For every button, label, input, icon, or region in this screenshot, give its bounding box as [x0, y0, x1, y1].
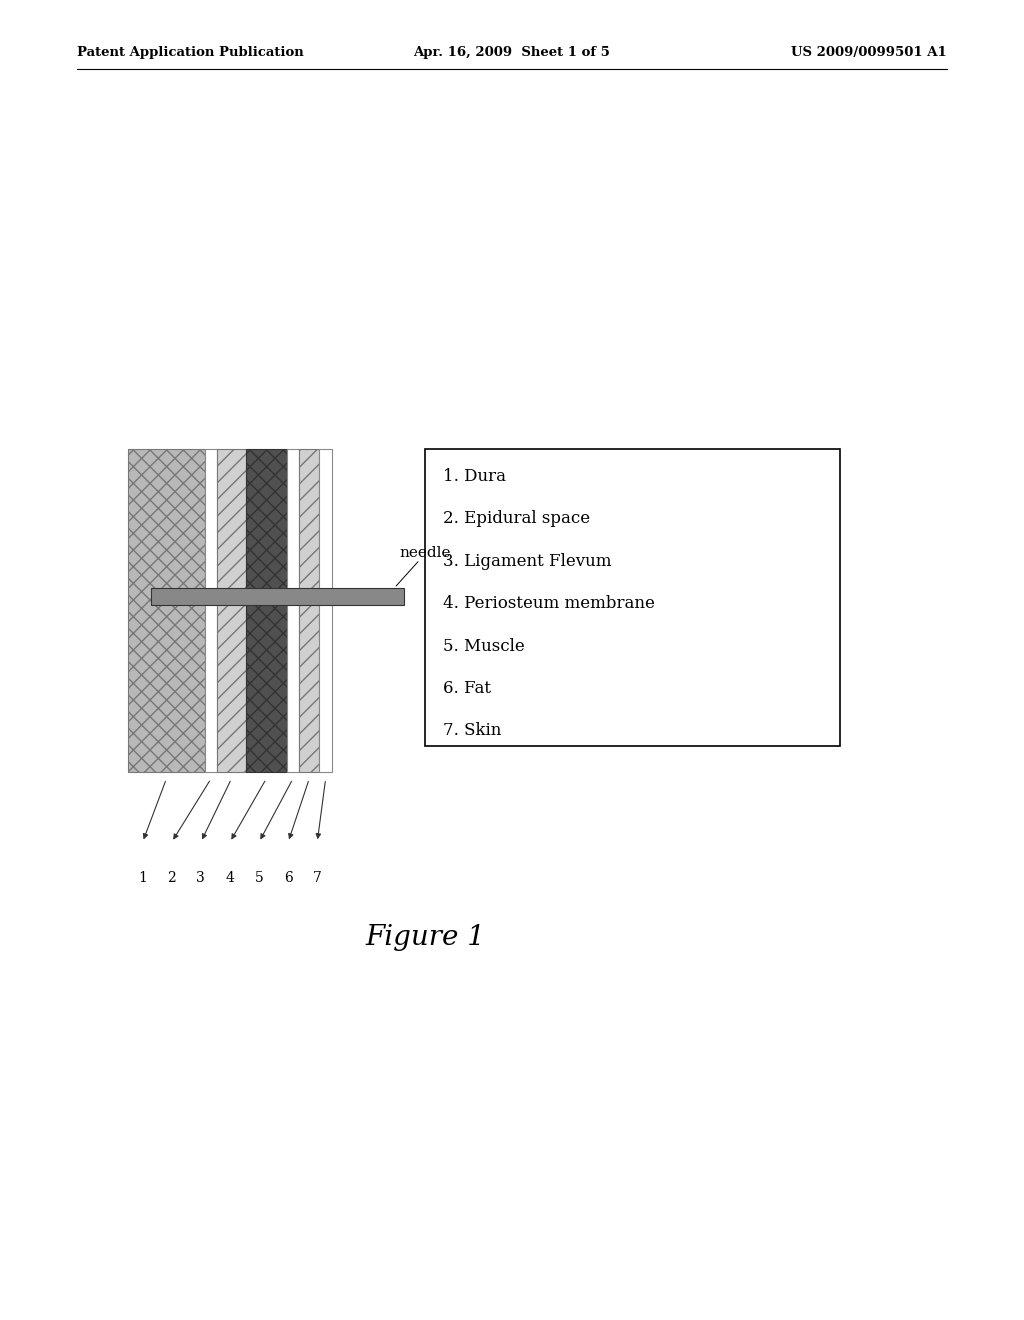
Text: 6. Fat: 6. Fat — [443, 680, 492, 697]
Text: 1. Dura: 1. Dura — [443, 467, 507, 484]
Text: 4: 4 — [225, 871, 234, 886]
Bar — [152, 589, 404, 605]
Text: 5: 5 — [255, 871, 263, 886]
Text: 5. Muscle: 5. Muscle — [443, 638, 525, 655]
Bar — [128, 449, 205, 772]
Text: 6: 6 — [284, 871, 293, 886]
Text: US 2009/0099501 A1: US 2009/0099501 A1 — [792, 46, 947, 59]
Text: needle: needle — [399, 545, 451, 560]
Bar — [246, 449, 287, 772]
Text: 4. Periosteum membrane: 4. Periosteum membrane — [443, 595, 655, 612]
Text: 1: 1 — [138, 871, 147, 886]
Bar — [319, 449, 332, 772]
Bar — [299, 449, 319, 772]
Bar — [205, 449, 217, 772]
Text: 2: 2 — [167, 871, 176, 886]
Bar — [287, 449, 299, 772]
Bar — [425, 449, 840, 746]
Text: 2. Epidural space: 2. Epidural space — [443, 511, 591, 527]
Text: Figure 1: Figure 1 — [365, 924, 485, 950]
Text: 7: 7 — [312, 871, 322, 886]
Text: 7. Skin: 7. Skin — [443, 722, 502, 739]
Text: 3. Ligament Flevum: 3. Ligament Flevum — [443, 553, 612, 570]
Text: Patent Application Publication: Patent Application Publication — [77, 46, 303, 59]
Text: 3: 3 — [197, 871, 205, 886]
Bar — [217, 449, 246, 772]
Text: Apr. 16, 2009  Sheet 1 of 5: Apr. 16, 2009 Sheet 1 of 5 — [414, 46, 610, 59]
